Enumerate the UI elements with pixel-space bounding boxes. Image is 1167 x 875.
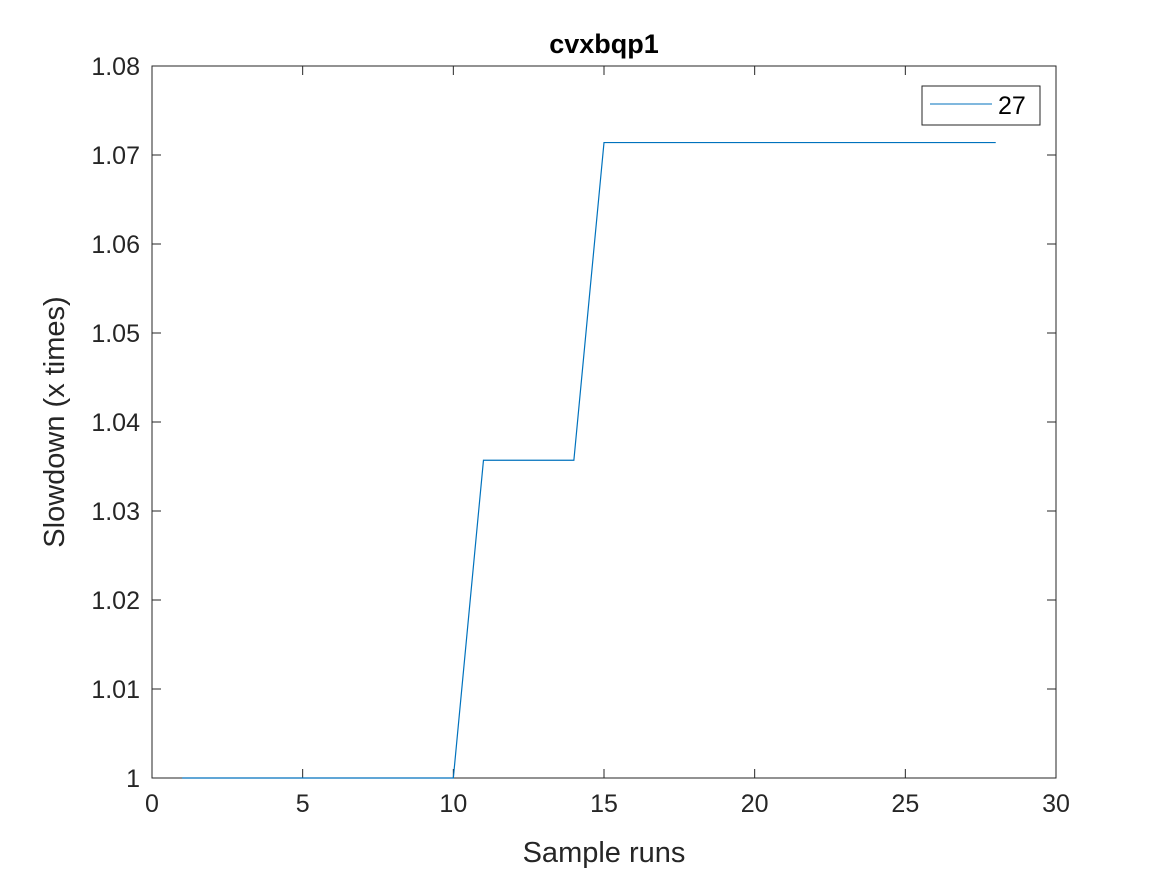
tick-marks bbox=[151, 65, 1057, 779]
x-tick-label: 30 bbox=[1042, 790, 1070, 818]
y-tick-label: 1.07 bbox=[91, 142, 140, 170]
y-tick-label: 1.08 bbox=[91, 53, 140, 81]
legend-label: 27 bbox=[998, 92, 1026, 120]
x-tick-label: 20 bbox=[741, 790, 769, 818]
y-tick-label: 1.01 bbox=[91, 676, 140, 704]
y-tick-label: 1.02 bbox=[91, 587, 140, 615]
chart-title: cvxbqp1 bbox=[549, 29, 659, 59]
x-tick-label: 5 bbox=[296, 790, 310, 818]
x-tick-label: 0 bbox=[145, 790, 159, 818]
series-group bbox=[182, 141, 996, 779]
x-tick-label: 25 bbox=[891, 790, 919, 818]
y-tick-label: 1.06 bbox=[91, 231, 140, 259]
legend: 27 bbox=[921, 85, 1041, 126]
y-tick-label: 1 bbox=[126, 765, 140, 793]
y-tick-label: 1.04 bbox=[91, 409, 140, 437]
y-tick-label: 1.05 bbox=[91, 320, 140, 348]
x-tick-labels: 0 5 10 15 20 25 30 bbox=[145, 790, 1070, 818]
x-axis-label: Sample runs bbox=[523, 837, 686, 869]
plot-area bbox=[151, 65, 1057, 779]
x-tick-label: 15 bbox=[590, 790, 618, 818]
x-tick-label: 10 bbox=[439, 790, 467, 818]
y-tick-labels: 1 1.01 1.02 1.03 1.04 1.05 1.06 1.07 1.08 bbox=[91, 53, 140, 793]
series-line bbox=[182, 141, 996, 779]
y-axis-label: Slowdown (x times) bbox=[39, 296, 71, 547]
legend-box bbox=[921, 85, 1041, 126]
y-tick-label: 1.03 bbox=[91, 498, 140, 526]
